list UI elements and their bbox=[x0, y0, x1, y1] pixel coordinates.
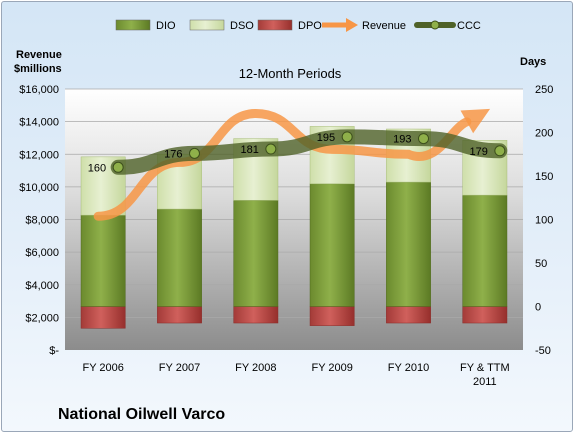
legend-label-ccc: CCC bbox=[457, 20, 481, 32]
ccc-point bbox=[265, 143, 277, 155]
legend-label-dpo: DPO bbox=[298, 20, 322, 32]
ccc-point bbox=[341, 131, 353, 143]
legend-label-dio: DIO bbox=[156, 20, 176, 32]
bar-dpo bbox=[157, 306, 202, 324]
bar-dio bbox=[386, 181, 431, 307]
legend-label-revenue: Revenue bbox=[362, 20, 406, 32]
legend-label-dso: DSO bbox=[230, 20, 254, 32]
right-tick-label: 250 bbox=[535, 84, 553, 96]
ccc-series: 160 176 181 195 193 179 bbox=[88, 129, 508, 175]
right-tick-label: -50 bbox=[535, 345, 551, 357]
right-tick-label: 50 bbox=[535, 258, 547, 270]
chart-title: 12-Month Periods bbox=[239, 66, 342, 81]
left-tick-label: $- bbox=[49, 345, 59, 357]
bar-dpo bbox=[80, 306, 126, 329]
right-tick-label: 200 bbox=[535, 128, 553, 140]
ccc-point bbox=[418, 133, 429, 145]
left-tick-label: $8,000 bbox=[25, 215, 59, 227]
left-tick-label: $16,000 bbox=[19, 84, 59, 96]
ccc-line bbox=[110, 129, 508, 175]
x-tick-label: FY 2009 bbox=[311, 362, 352, 374]
revenue-line bbox=[93, 108, 472, 221]
x-axis-ticks: FY 2006 FY 2007 FY 2008 FY 2009 FY 2010 FY & … bbox=[82, 362, 509, 388]
x-tick-label: FY 2006 bbox=[82, 362, 123, 374]
bars bbox=[80, 126, 508, 329]
right-tick-label: 0 bbox=[535, 302, 541, 314]
ccc-data-label: 195 bbox=[317, 132, 335, 144]
ccc-data-label: 176 bbox=[164, 148, 182, 160]
left-tick-label: $6,000 bbox=[25, 247, 59, 259]
legend-swatch-dso bbox=[189, 19, 225, 31]
bar-dio bbox=[309, 183, 355, 307]
revenue-series bbox=[93, 108, 491, 221]
ccc-point bbox=[189, 147, 200, 159]
ccc-data-label: 179 bbox=[469, 146, 487, 158]
x-tick-label: FY 2007 bbox=[159, 362, 200, 374]
ccc-data-label: 160 bbox=[88, 162, 106, 174]
x-tick-label: FY & TTM bbox=[460, 362, 510, 374]
ccc-data-label: 181 bbox=[240, 144, 258, 156]
left-tick-label: $10,000 bbox=[19, 182, 59, 194]
left-tick-label: $14,000 bbox=[19, 117, 59, 129]
ccc-point bbox=[494, 145, 506, 157]
bar-dio bbox=[462, 194, 508, 307]
right-axis-title: Days bbox=[520, 56, 546, 68]
company-name: National Oilwell Varco bbox=[58, 406, 226, 423]
bar-dpo bbox=[462, 306, 508, 324]
left-axis-title-line1: Revenue bbox=[16, 49, 62, 61]
bar-dpo bbox=[386, 306, 431, 324]
legend-swatch-dio bbox=[115, 19, 151, 31]
ccc-data-label: 193 bbox=[393, 134, 411, 146]
left-tick-label: $12,000 bbox=[19, 149, 59, 161]
left-tick-label: $4,000 bbox=[25, 280, 59, 292]
left-axis-ticks: $- $2,000 $4,000 $6,000 $8,000 $10,000 $12,000… bbox=[19, 84, 59, 357]
bar-dpo bbox=[233, 306, 279, 324]
x-tick-label: FY 2008 bbox=[235, 362, 276, 374]
right-tick-label: 150 bbox=[535, 171, 553, 183]
gridlines bbox=[65, 88, 523, 318]
legend: DIO DSO DPO Revenue CCC bbox=[115, 18, 481, 32]
bar-dio bbox=[80, 214, 126, 307]
legend-swatch-revenue-head bbox=[346, 18, 358, 32]
legend-swatch-ccc-marker bbox=[430, 20, 440, 30]
ccc-point bbox=[112, 161, 124, 173]
left-axis-title-line2: $millions bbox=[14, 63, 62, 75]
revenue-arrowhead bbox=[460, 108, 491, 134]
bar-dio bbox=[233, 200, 279, 307]
left-tick-label: $2,000 bbox=[25, 312, 59, 324]
bar-dio bbox=[157, 208, 202, 307]
x-tick-label: 2011 bbox=[473, 376, 497, 388]
legend-swatch-dpo bbox=[257, 19, 293, 31]
right-axis-ticks: -50 0 50 100 150 200 250 bbox=[535, 84, 553, 357]
x-tick-label: FY 2010 bbox=[388, 362, 429, 374]
bar-dpo bbox=[309, 306, 355, 326]
right-tick-label: 100 bbox=[535, 215, 553, 227]
